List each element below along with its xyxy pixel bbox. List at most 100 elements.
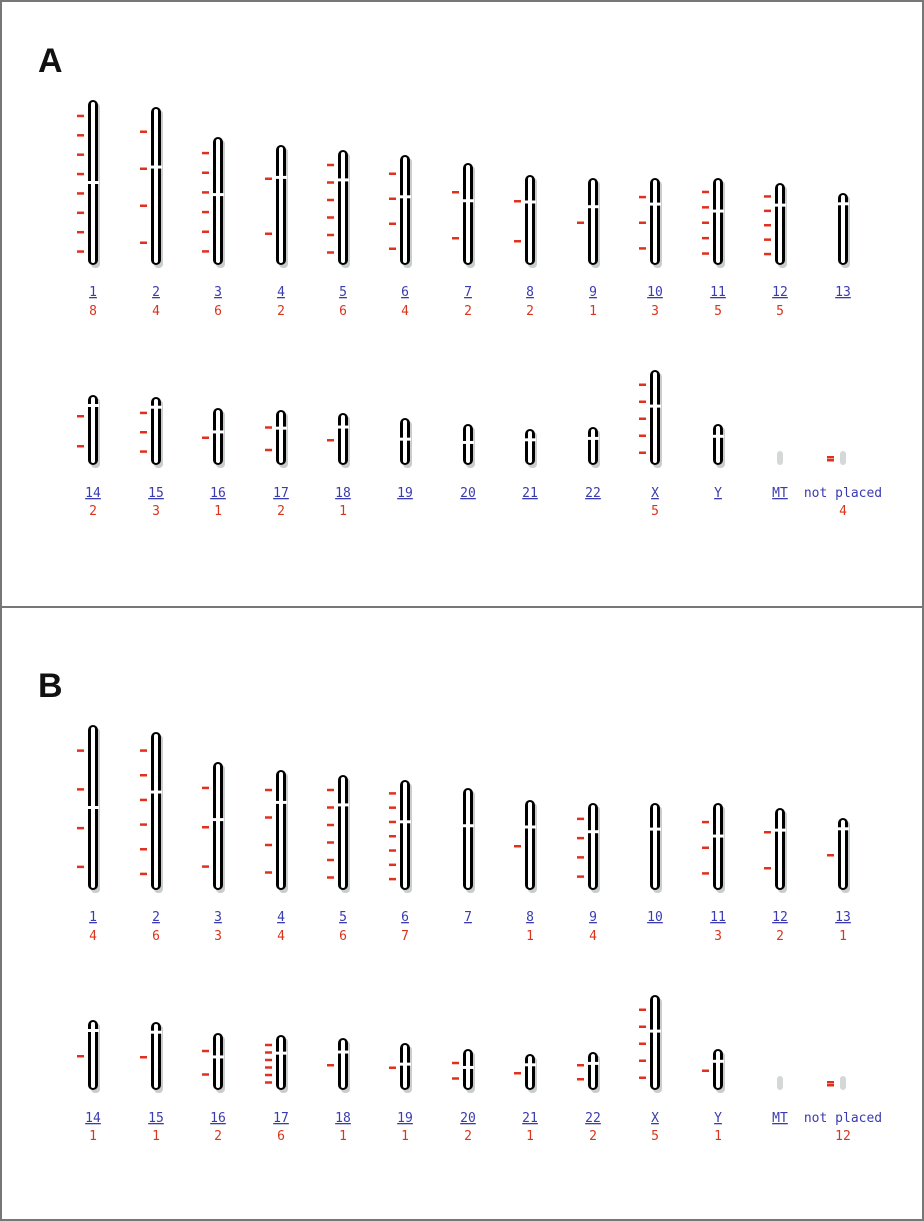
chromosome-link[interactable]: 8: [526, 285, 534, 300]
centromere: [212, 430, 224, 433]
chromosome-link[interactable]: 22: [585, 1111, 601, 1126]
chromosome-link[interactable]: 15: [148, 486, 164, 501]
hit-count: 3: [214, 929, 222, 944]
chromosome-link[interactable]: 2: [152, 910, 160, 925]
chromosome-link[interactable]: 16: [210, 1111, 226, 1126]
chromosome-link[interactable]: 1: [89, 910, 97, 925]
chromosome-link[interactable]: 14: [85, 1111, 101, 1126]
chromosome-link[interactable]: Y: [714, 486, 722, 501]
chromosome-core: [778, 810, 782, 888]
chromosome-core: [216, 1035, 220, 1088]
chromosome-link[interactable]: 20: [460, 1111, 476, 1126]
centromere: [649, 1030, 661, 1033]
chromosome-link[interactable]: 6: [401, 285, 409, 300]
hit-marker: [514, 1072, 521, 1075]
chromosome-link[interactable]: 17: [273, 1111, 289, 1126]
chromosome-link[interactable]: 14: [85, 486, 101, 501]
hit-marker: [265, 816, 272, 819]
chromosome-link[interactable]: Y: [714, 1111, 722, 1126]
hit-marker: [140, 431, 147, 434]
chromosome-core: [403, 420, 407, 463]
chromosome-link[interactable]: 3: [214, 285, 222, 300]
chromosome-core: [403, 1045, 407, 1088]
hit-marker: [702, 252, 709, 255]
chromosome-link[interactable]: 11: [710, 285, 726, 300]
chromosome-link[interactable]: X: [651, 1111, 659, 1126]
centromere: [462, 824, 474, 827]
hit-marker: [202, 211, 209, 214]
chromosome-link[interactable]: MT: [772, 1111, 788, 1126]
chromosome-link[interactable]: 18: [335, 486, 351, 501]
chromosome-link[interactable]: 12: [772, 285, 788, 300]
chromosome-core: [466, 165, 470, 263]
hit-count: 5: [651, 1129, 659, 1144]
hit-marker: [265, 1074, 272, 1077]
chromosome-link[interactable]: 11: [710, 910, 726, 925]
hit-marker: [77, 134, 84, 137]
chromosome-core: [653, 180, 657, 263]
chromosome-link[interactable]: 21: [522, 486, 538, 501]
hit-marker: [77, 153, 84, 156]
hit-marker: [639, 1026, 646, 1029]
chromosome-link[interactable]: 10: [647, 285, 663, 300]
chromosome-link[interactable]: 22: [585, 486, 601, 501]
hit-marker: [140, 873, 147, 876]
panel-label: B: [38, 667, 63, 705]
hit-marker: [702, 191, 709, 194]
chromosome-link[interactable]: 6: [401, 910, 409, 925]
hit-marker: [764, 238, 771, 241]
chromosome-link[interactable]: 19: [397, 1111, 413, 1126]
hit-marker: [327, 876, 334, 879]
hit-marker: [389, 223, 396, 226]
hit-marker: [702, 206, 709, 209]
hit-marker: [702, 222, 709, 225]
chromosome-link[interactable]: 3: [214, 910, 222, 925]
centromere: [399, 820, 411, 823]
hit-count: 1: [714, 1129, 722, 1144]
hit-marker: [327, 824, 334, 827]
chromosome-link[interactable]: X: [651, 486, 659, 501]
chromosome: [840, 1076, 846, 1090]
centromere: [399, 195, 411, 198]
hit-count: 6: [152, 929, 160, 944]
chromosome-core: [279, 1037, 283, 1088]
chromosome-link[interactable]: 10: [647, 910, 663, 925]
chromosome-link[interactable]: 5: [339, 910, 347, 925]
centromere: [87, 1029, 99, 1032]
hit-marker: [77, 173, 84, 176]
chromosome-link[interactable]: 15: [148, 1111, 164, 1126]
chromosome-link[interactable]: 7: [464, 910, 472, 925]
chromosome-link[interactable]: 8: [526, 910, 534, 925]
chromosome-link[interactable]: 12: [772, 910, 788, 925]
chromosome-link[interactable]: 13: [835, 285, 851, 300]
centromere: [524, 201, 536, 204]
chromosome-link[interactable]: 9: [589, 910, 597, 925]
hit-marker: [764, 224, 771, 227]
chromosome-link[interactable]: 4: [277, 910, 285, 925]
chromosome-link[interactable]: 21: [522, 1111, 538, 1126]
chromosome-core: [778, 185, 782, 263]
centromere: [462, 199, 474, 202]
chromosome-link[interactable]: 18: [335, 1111, 351, 1126]
hit-count: 4: [839, 504, 847, 519]
chromosome-link[interactable]: MT: [772, 486, 788, 501]
chromosome-link[interactable]: 1: [89, 285, 97, 300]
chromosome-link[interactable]: 20: [460, 486, 476, 501]
centromere: [774, 204, 786, 207]
chromosome-link[interactable]: 9: [589, 285, 597, 300]
chromosome-link[interactable]: 7: [464, 285, 472, 300]
centromere: [337, 803, 349, 806]
chromosome-link[interactable]: 16: [210, 486, 226, 501]
hit-marker: [202, 172, 209, 175]
hit-marker: [827, 854, 834, 857]
chromosome-link[interactable]: 13: [835, 910, 851, 925]
chromosome-link[interactable]: 2: [152, 285, 160, 300]
chromosome-link[interactable]: 5: [339, 285, 347, 300]
chromosome-link[interactable]: 4: [277, 285, 285, 300]
hit-marker: [577, 856, 584, 859]
centromere: [587, 1062, 599, 1065]
hit-marker: [327, 789, 334, 792]
chromosome-link[interactable]: 19: [397, 486, 413, 501]
centromere: [87, 404, 99, 407]
chromosome-link[interactable]: 17: [273, 486, 289, 501]
